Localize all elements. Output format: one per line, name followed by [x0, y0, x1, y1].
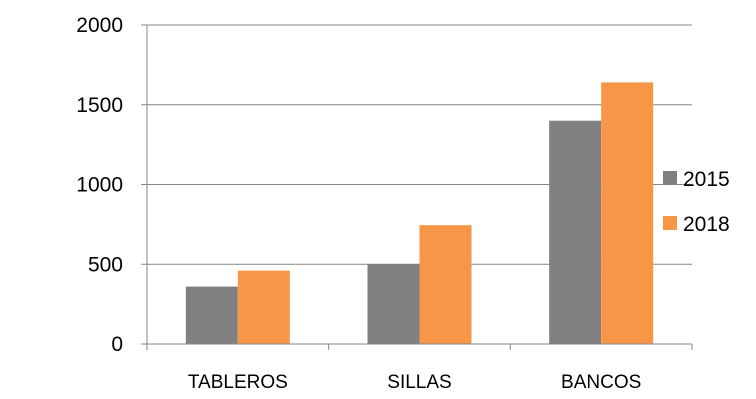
y-tick-labels: 0 500 1000 1500 2000: [76, 14, 123, 356]
y-tick-label: 1000: [76, 174, 123, 197]
legend: 2015 2018: [663, 168, 730, 236]
y-tick-label: 500: [88, 253, 123, 276]
bars: [185, 82, 654, 345]
x-category-labels: TABLEROS SILLAS BANCOS: [188, 372, 641, 393]
x-category-label: TABLEROS: [188, 372, 288, 393]
y-tick-label: 1500: [76, 94, 123, 117]
x-category-label: SILLAS: [387, 372, 451, 393]
bar-tableros-2018: [237, 270, 290, 344]
bar-tableros-2015: [185, 286, 238, 344]
bar-bancos-2018: [601, 82, 654, 345]
bar-sillas-2015: [367, 264, 420, 344]
bar-bancos-2015: [549, 120, 602, 344]
legend-label-2018: 2018: [683, 213, 730, 236]
legend-swatch-2015: [663, 171, 677, 185]
y-tick-label: 2000: [76, 14, 123, 37]
legend-swatch-2018: [663, 216, 677, 230]
legend-label-2015: 2015: [683, 168, 730, 191]
axes: [141, 24, 693, 350]
x-category-label: BANCOS: [561, 372, 641, 393]
bar-sillas-2018: [419, 225, 472, 344]
y-tick-label: 0: [111, 333, 123, 356]
